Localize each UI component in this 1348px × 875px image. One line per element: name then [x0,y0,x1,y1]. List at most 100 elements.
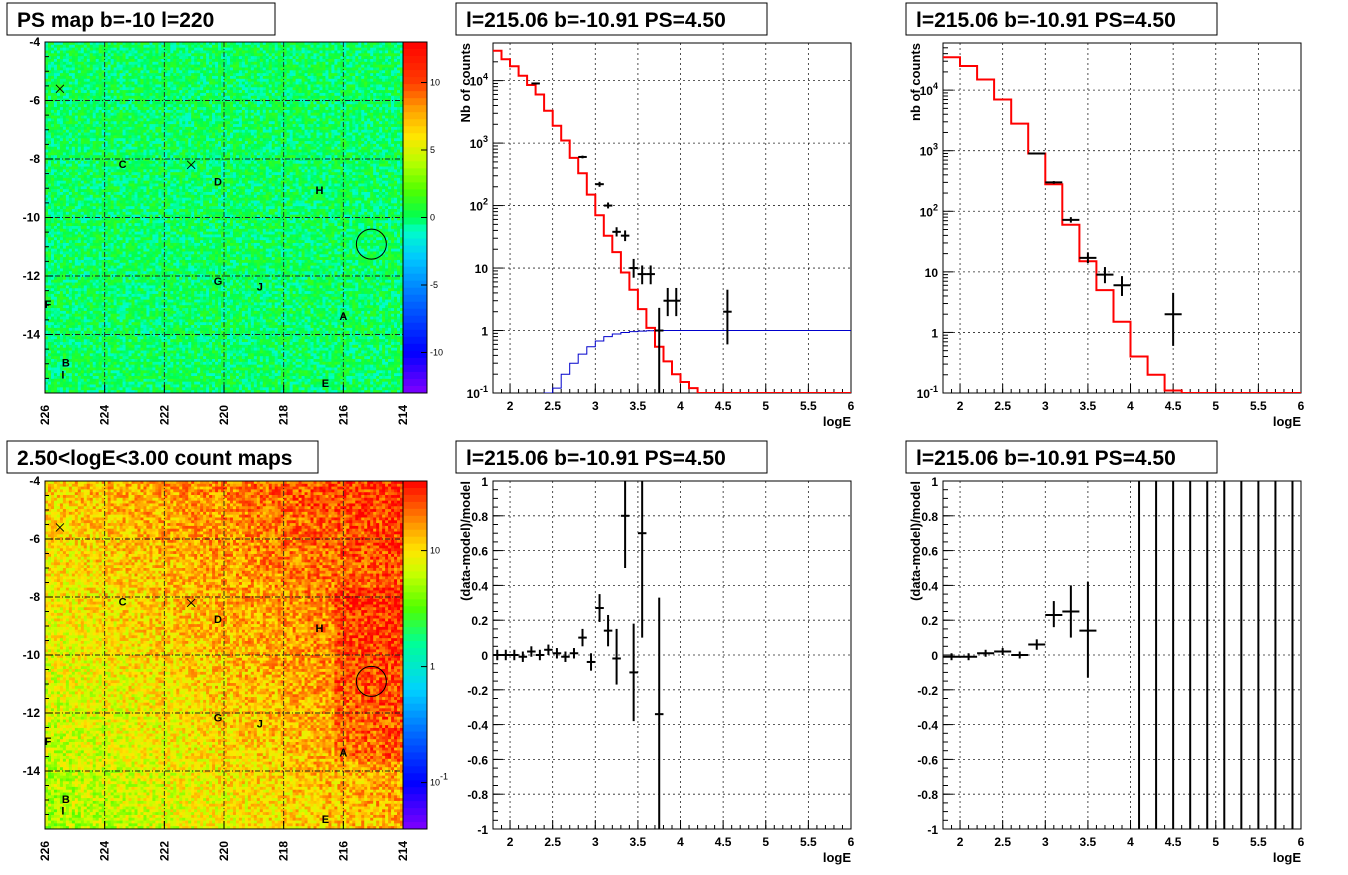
map-cell [155,96,158,99]
map-cell [75,116,78,119]
map-cell [135,104,138,107]
map-cell [343,90,346,93]
map-cell [346,48,349,51]
map-cell [60,59,63,62]
map-cell [302,65,305,68]
map-cell [66,93,69,96]
map-cell [158,62,161,65]
map-cell [206,48,209,51]
map-cell [325,59,328,62]
map-cell [305,101,308,104]
map-cell [224,59,227,62]
map-cell [314,62,317,65]
map-cell [319,104,322,107]
map-cell [54,67,57,70]
map-cell [170,82,173,85]
map-cell [245,101,248,104]
map-cell [72,96,75,99]
map-cell [278,87,281,90]
map-cell [84,67,87,70]
map-cell [149,67,152,70]
map-cell [299,48,302,51]
map-cell [236,84,239,87]
map-cell [105,62,108,65]
map-cell [78,118,81,121]
map-cell [218,73,221,76]
map-cell [248,70,251,73]
map-cell [242,56,245,59]
map-cell [57,110,60,113]
map-cell [352,48,355,51]
map-cell [224,67,227,70]
map-cell [123,82,126,85]
map-cell [284,62,287,65]
map-cell [48,110,51,113]
map-cell [143,67,146,70]
map-cell [179,84,182,87]
map-cell [111,96,114,99]
map-cell [188,67,191,70]
map-cell [331,110,334,113]
map-cell [117,62,120,65]
map-cell [60,76,63,79]
map-cell [308,62,311,65]
map-cell [203,113,206,116]
map-cell [260,65,263,68]
map-cell [257,84,260,87]
map-cell [290,104,293,107]
map-cell [158,96,161,99]
map-cell [176,50,179,53]
map-cell [140,110,143,113]
map-cell [218,82,221,85]
map-cell [370,56,373,59]
map-cell [212,79,215,82]
map-cell [328,56,331,59]
map-cell [170,116,173,119]
map-cell [364,90,367,93]
map-cell [105,87,108,90]
map-cell [135,76,138,79]
map-cell [167,79,170,82]
map-cell [382,73,385,76]
map-cell [126,82,129,85]
map-cell [251,56,254,59]
map-cell [197,70,200,73]
map-cell [269,53,272,56]
map-cell [302,87,305,90]
map-cell [227,76,230,79]
map-cell [152,79,155,82]
map-cell [385,110,388,113]
map-cell [311,116,314,119]
map-cell [328,84,331,87]
map-cell [322,70,325,73]
map-cell [391,67,394,70]
map-cell [311,70,314,73]
map-cell [51,79,54,82]
map-cell [209,107,212,110]
map-cell [170,107,173,110]
map-cell [355,76,358,79]
map-cell [51,93,54,96]
map-cell [78,50,81,53]
map-cell [126,101,129,104]
map-cell [382,59,385,62]
map-cell [129,70,132,73]
map-cell [143,53,146,56]
map-cell [209,101,212,104]
map-cell [266,110,269,113]
map-cell [212,59,215,62]
map-cell [132,67,135,70]
map-cell [275,59,278,62]
map-cell [266,84,269,87]
map-cell [188,82,191,85]
map-cell [248,48,251,51]
map-cell [179,56,182,59]
map-cell [173,50,176,53]
map-cell [233,104,236,107]
map-cell [51,76,54,79]
map-cell [272,70,275,73]
map-cell [346,53,349,56]
map-cell [111,87,114,90]
map-cell [84,56,87,59]
map-cell [394,87,397,90]
